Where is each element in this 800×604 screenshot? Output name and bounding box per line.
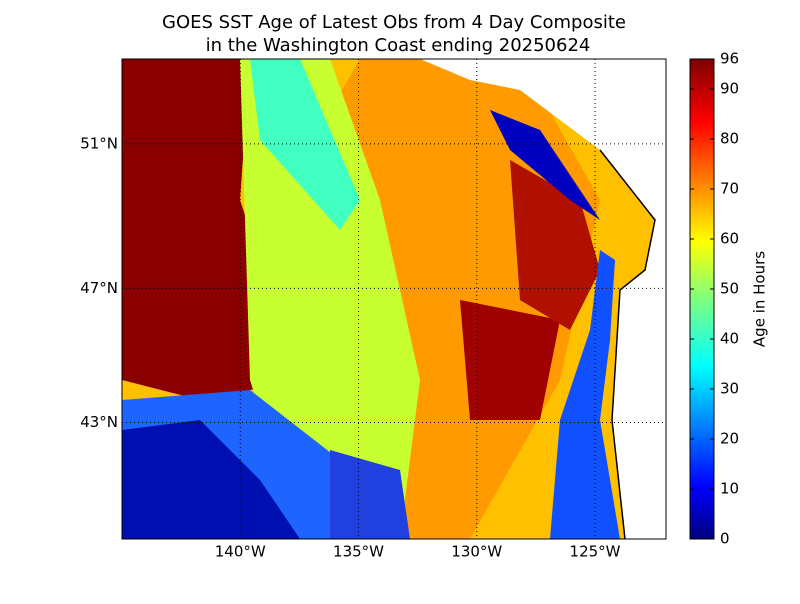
colorbar-tick-label: 20 xyxy=(720,430,739,448)
colorbar xyxy=(689,58,715,540)
x-tick-label: 125°W xyxy=(570,543,621,561)
colorbar-tick-label: 96 xyxy=(720,50,739,68)
chart-subtitle: in the Washington Coast ending 20250624 xyxy=(206,35,591,56)
map-frame xyxy=(121,58,667,540)
colorbar-tick-label: 80 xyxy=(720,130,739,148)
y-tick-label: 51°N xyxy=(80,134,118,152)
x-tick-label: 135°W xyxy=(333,543,384,561)
x-tick-label: 140°W xyxy=(215,543,266,561)
colorbar-label: Age in Hours xyxy=(751,251,769,347)
colorbar-tick-label: 40 xyxy=(720,330,739,348)
colorbar-tick-label: 30 xyxy=(720,380,739,398)
chart-title: GOES SST Age of Latest Obs from 4 Day Co… xyxy=(162,12,626,33)
colorbar-tick-label: 60 xyxy=(720,230,739,248)
colorbar-tick-label: 0 xyxy=(720,530,730,548)
sst-age-field xyxy=(122,59,666,539)
colorbar-tick-label: 50 xyxy=(720,280,739,298)
y-tick-label: 43°N xyxy=(80,413,118,431)
colorbar-tick-label: 70 xyxy=(720,180,739,198)
x-tick-label: 130°W xyxy=(451,543,502,561)
colorbar-tick-label: 90 xyxy=(720,80,739,98)
y-tick-label: 47°N xyxy=(80,279,118,297)
colorbar-tick-label: 10 xyxy=(720,480,739,498)
